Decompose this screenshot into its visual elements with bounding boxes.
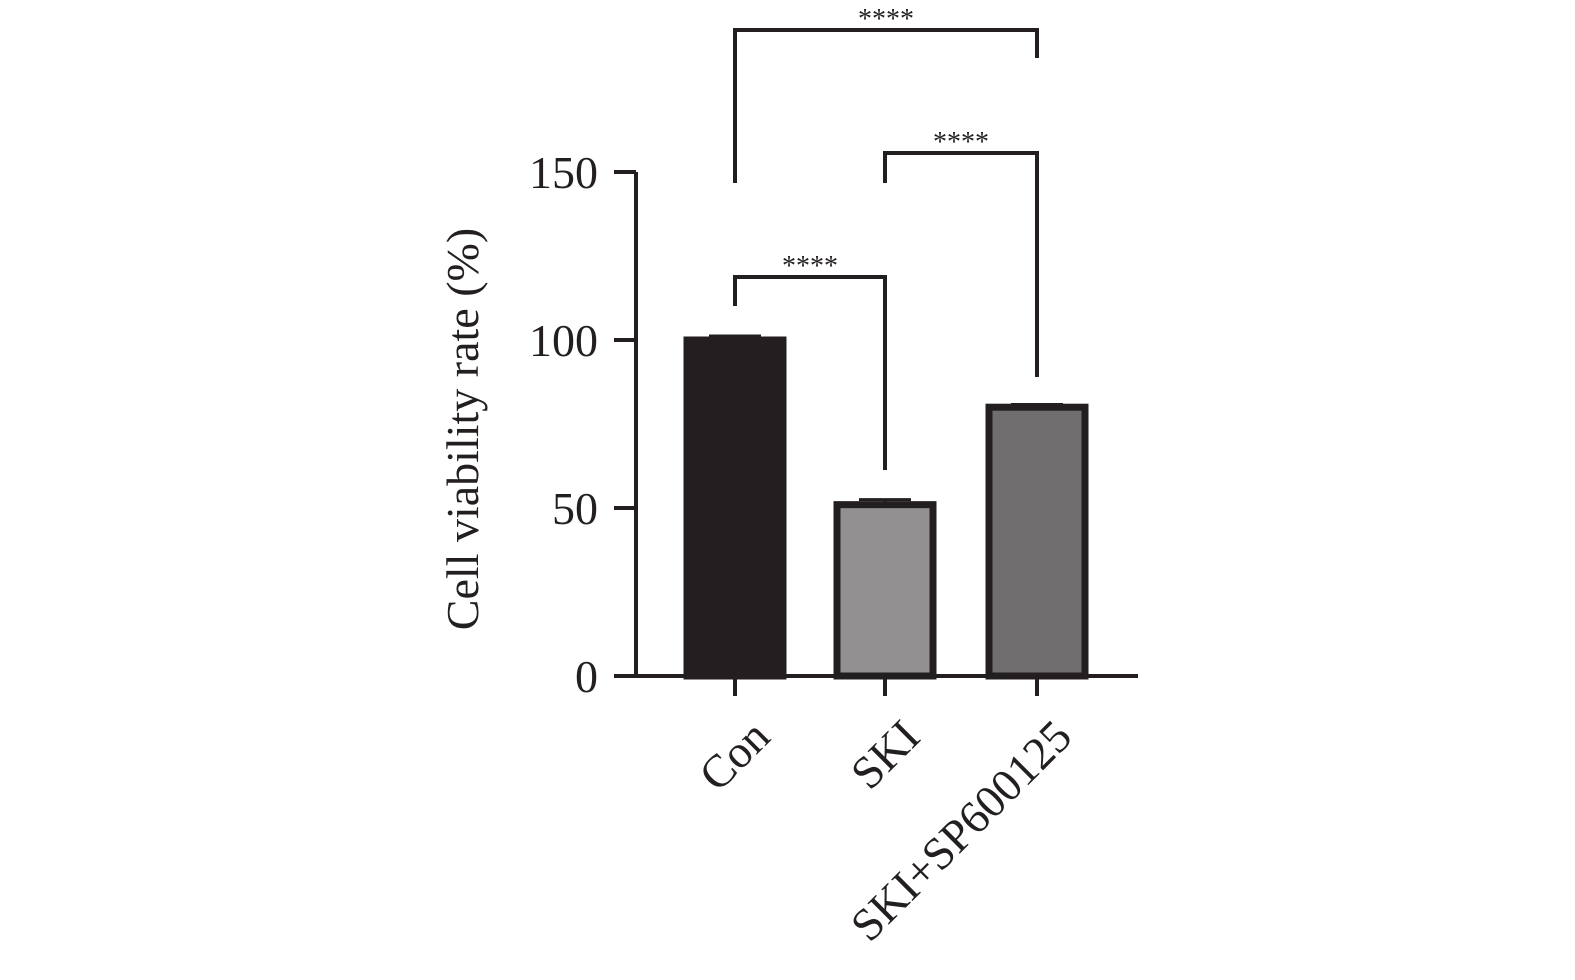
bar-2 xyxy=(985,403,1089,680)
y-tick-label-1: 50 xyxy=(552,483,598,534)
significance-label-1: **** xyxy=(933,127,989,158)
y-axis-title: Cell viability rate (%) xyxy=(437,228,488,630)
axes-layer xyxy=(614,172,1138,678)
y-tick-label-0: 0 xyxy=(575,651,598,702)
significance-bracket-2 xyxy=(733,28,1039,183)
x-category-label-0: Con xyxy=(689,710,779,800)
y-ticks-layer: 0 50 100 150 xyxy=(529,147,636,702)
significance-bracket-0 xyxy=(733,275,887,470)
significance-label-0: **** xyxy=(782,251,838,282)
bar-0 xyxy=(683,336,787,680)
significance-label-2: **** xyxy=(858,4,914,35)
y-tick-label-3: 150 xyxy=(529,147,598,198)
y-tick-label-2: 100 xyxy=(529,315,598,366)
error-bars-layer xyxy=(709,334,1063,505)
significance-layer: **** **** **** xyxy=(733,4,1039,470)
significance-bracket-1 xyxy=(883,151,1039,377)
bar-1 xyxy=(833,501,937,680)
x-category-label-1: SKI xyxy=(841,710,929,798)
